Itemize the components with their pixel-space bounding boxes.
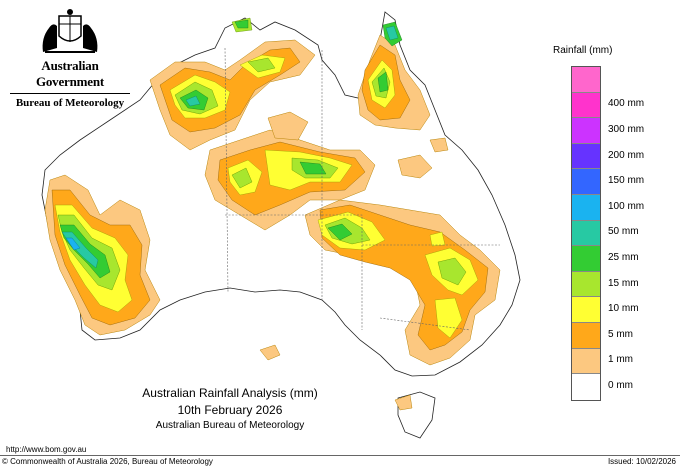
legend-label: 0 mm xyxy=(608,380,633,391)
legend-title: Rainfall (mm) xyxy=(553,45,613,56)
legend-swatch xyxy=(572,220,600,247)
legend-label: 15 mm xyxy=(608,277,639,289)
legend-swatch xyxy=(572,67,600,93)
legend-label: 5 mm xyxy=(608,328,633,340)
legend-label: 100 mm xyxy=(608,200,645,212)
legend-label: 400 mm xyxy=(608,98,645,110)
legend-swatch xyxy=(572,348,600,375)
legend-swatch xyxy=(572,246,600,272)
legend-swatch xyxy=(572,92,600,119)
state-borders xyxy=(224,47,500,331)
logo-divider xyxy=(10,93,130,94)
government-name: Australian Government xyxy=(35,58,105,89)
map-date: 10th February 2026 xyxy=(177,403,283,417)
legend-swatch xyxy=(572,169,600,195)
footer-divider xyxy=(0,455,680,456)
government-logo: Australian Government Bureau of Meteorol… xyxy=(6,8,134,109)
legend-swatch xyxy=(572,374,600,400)
copyright-notice: © Commonwealth of Australia 2026, Bureau… xyxy=(2,457,213,466)
map-source: Australian Bureau of Meteorology xyxy=(155,420,305,431)
rainfall-100mm-areas xyxy=(65,237,81,251)
legend-label: 10 mm xyxy=(608,303,639,315)
legend-label: 25 mm xyxy=(608,252,639,263)
legend-swatch xyxy=(572,297,600,323)
map-title: Australian Rainfall Analysis (mm) xyxy=(142,386,318,400)
legend-swatch xyxy=(572,322,600,349)
legend-swatch xyxy=(572,143,600,170)
bureau-name: Bureau of Meteorology xyxy=(15,97,125,109)
legend-label: 200 mm xyxy=(608,149,645,161)
legend-swatch xyxy=(572,271,600,298)
legend-swatch xyxy=(572,194,600,221)
legend-label: 150 mm xyxy=(608,175,645,187)
legend-colorbar xyxy=(571,66,601,401)
legend-label: 50 mm xyxy=(608,226,639,238)
coat-of-arms-icon xyxy=(42,9,98,53)
legend-label: 1 mm xyxy=(608,354,633,366)
issued-date: Issued: 10/02/2026 xyxy=(607,457,676,466)
map-title-block: Australian Rainfall Analysis (mm) 10th F… xyxy=(130,386,330,431)
legend-label: 300 mm xyxy=(608,124,645,135)
website-url[interactable]: http://www.bom.gov.au xyxy=(6,445,87,454)
legend-swatch xyxy=(572,118,600,144)
